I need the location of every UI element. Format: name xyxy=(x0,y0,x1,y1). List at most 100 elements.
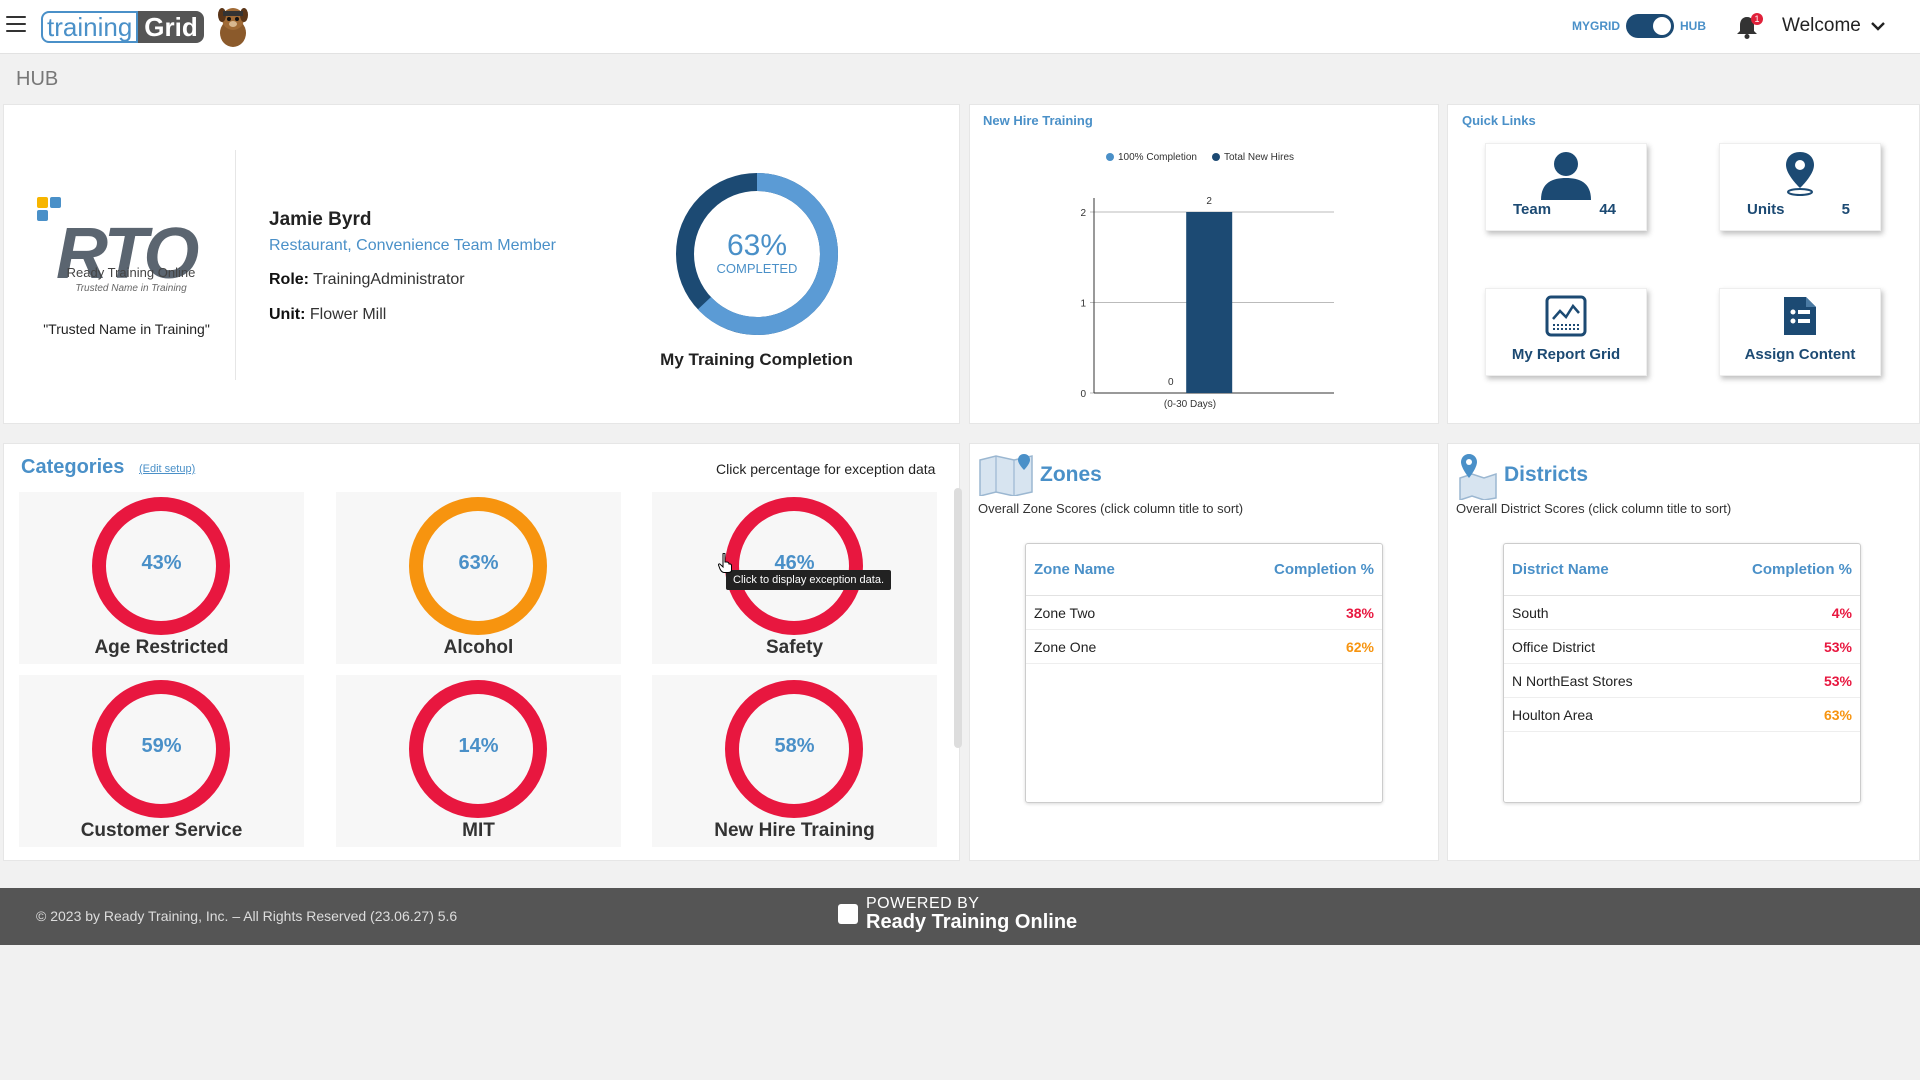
footer: © 2023 by Ready Training, Inc. – All Rig… xyxy=(0,888,1920,945)
quick-link-team[interactable]: Team 44 xyxy=(1485,143,1647,231)
zones-subtitle: Overall Zone Scores (click column title … xyxy=(978,501,1244,516)
table-row[interactable]: Houlton Area 63% xyxy=(1504,698,1860,732)
category-tile: 63% Alcohol xyxy=(336,492,621,664)
categories-hint: Click percentage for exception data xyxy=(716,461,936,477)
x-category-label: (0-30 Days) xyxy=(1164,399,1216,410)
profile-panel: RTO Ready Training Online Trusted Name i… xyxy=(3,104,960,424)
row-percent: 53% xyxy=(1823,672,1852,689)
y-tick-label: 0 xyxy=(1080,389,1086,400)
category-ring[interactable] xyxy=(724,496,864,636)
logo-text-grid: Grid xyxy=(138,11,204,43)
document-icon xyxy=(1784,297,1816,335)
row-name: South xyxy=(1512,604,1549,621)
table-row[interactable]: Office District 53% xyxy=(1504,630,1860,664)
role-value: TrainingAdministrator xyxy=(313,271,465,288)
y-tick-label: 1 xyxy=(1080,299,1086,310)
category-name: Alcohol xyxy=(443,637,514,658)
table-row[interactable]: South 4% xyxy=(1504,596,1860,630)
role-label: Role: xyxy=(269,271,309,288)
my-report-grid-label: My Report Grid xyxy=(1511,346,1621,363)
row-percent: 4% xyxy=(1831,604,1852,621)
category-percent[interactable]: 58% xyxy=(774,735,815,757)
y-tick-label: 2 xyxy=(1080,208,1086,219)
category-ring[interactable] xyxy=(724,679,864,819)
powered-by: POWERED BY Ready Training Online xyxy=(866,895,1077,934)
quick-link-my-report-grid[interactable]: My Report Grid xyxy=(1485,288,1647,376)
edit-setup-link[interactable]: (Edit setup) xyxy=(139,463,196,475)
category-tile: 59% Customer Service xyxy=(19,675,304,847)
table-row[interactable]: N NorthEast Stores 53% xyxy=(1504,664,1860,698)
footer-logo-icon xyxy=(838,904,858,924)
unit-value: Flower Mill xyxy=(309,306,387,323)
welcome-label: Welcome xyxy=(1782,15,1861,36)
row-name: Zone One xyxy=(1034,638,1097,655)
chevron-down-icon xyxy=(1870,22,1885,31)
user-unit: Unit: Flower Mill xyxy=(269,306,386,324)
category-ring[interactable] xyxy=(408,679,548,819)
category-percent[interactable]: 46% xyxy=(774,552,815,574)
user-position: Restaurant, Convenience Team Member xyxy=(269,237,556,254)
divider xyxy=(235,150,236,380)
districts-table-header: District Name Completion % xyxy=(1504,544,1860,596)
zones-table: Zone Name Completion % Zone Two 38% Zone O… xyxy=(1025,543,1383,803)
table-row[interactable]: Zone Two 38% xyxy=(1026,596,1382,630)
category-percent[interactable]: 43% xyxy=(141,552,182,574)
district-completion-column-header[interactable]: Completion % xyxy=(1752,561,1852,578)
row-percent: 53% xyxy=(1823,638,1852,655)
zones-panel: Zones Overall Zone Scores (click column … xyxy=(969,443,1439,861)
zones-table-header: Zone Name Completion % xyxy=(1026,544,1382,596)
hamburger-menu-icon[interactable] xyxy=(6,16,26,32)
org-logo-tagline: Trusted Name in Training xyxy=(75,283,187,294)
page-title: HUB xyxy=(16,68,59,90)
quick-link-units[interactable]: Units 5 xyxy=(1719,143,1881,231)
logo-square-yellow xyxy=(37,197,48,208)
category-ring[interactable] xyxy=(91,496,231,636)
copyright-text: © 2023 by Ready Training, Inc. – All Rig… xyxy=(36,908,458,924)
category-name: Safety xyxy=(765,637,824,658)
category-ring[interactable] xyxy=(408,496,548,636)
assign-content-label: Assign Content xyxy=(1744,346,1856,363)
quick-link-assign-content[interactable]: Assign Content xyxy=(1719,288,1881,376)
legend-marker xyxy=(1106,153,1114,161)
districts-table: District Name Completion % South 4% Office… xyxy=(1503,543,1861,803)
zone-name-column-header[interactable]: Zone Name xyxy=(1034,561,1115,578)
bar xyxy=(1186,212,1233,393)
category-name: New Hire Training xyxy=(714,820,875,841)
welcome-menu[interactable]: Welcome xyxy=(1782,15,1885,37)
row-name: N NorthEast Stores xyxy=(1512,672,1633,689)
table-row[interactable]: Zone One 62% xyxy=(1026,630,1382,664)
dog-mascot-icon xyxy=(218,8,248,47)
completion-arc xyxy=(676,173,838,335)
category-percent[interactable]: 14% xyxy=(458,735,499,757)
completion-percent: 63% xyxy=(726,229,788,262)
category-percent[interactable]: 59% xyxy=(141,735,182,757)
district-name-column-header[interactable]: District Name xyxy=(1512,561,1609,578)
location-pin-icon xyxy=(1786,152,1814,196)
category-percent[interactable]: 63% xyxy=(458,552,499,574)
traininggrid-logo[interactable]: training Grid xyxy=(41,9,204,45)
org-logo-name: Ready Training Online xyxy=(66,265,196,280)
logo-text-training: training xyxy=(41,11,139,43)
user-name: Jamie Byrd xyxy=(269,209,372,230)
person-icon xyxy=(1541,152,1591,200)
categories-scrollbar[interactable] xyxy=(954,488,962,748)
legend-marker xyxy=(1212,153,1220,161)
category-tile: 14% MIT xyxy=(336,675,621,847)
units-count: 5 xyxy=(1841,201,1850,218)
legend-label: Total New Hires xyxy=(1224,152,1294,163)
row-name: Houlton Area xyxy=(1512,706,1593,723)
mygrid-hub-toggle[interactable]: MYGRID HUB xyxy=(1572,14,1706,38)
district-pin-icon xyxy=(1459,454,1497,500)
row-percent: 63% xyxy=(1823,706,1852,723)
category-ring[interactable] xyxy=(91,679,231,819)
new-hire-bar-chart: 100% Completion Total New Hires 0 1 2 0 2 (0-30… xyxy=(1080,152,1334,410)
new-hire-training-panel: New Hire Training 100% Completion Total N… xyxy=(969,104,1439,424)
quick-links-panel: Quick Links Team 44 Units 5 My Report Gr… xyxy=(1447,104,1920,424)
zone-completion-column-header[interactable]: Completion % xyxy=(1274,561,1374,578)
row-percent: 62% xyxy=(1345,638,1374,655)
bar-data-label: 0 xyxy=(1168,377,1174,388)
units-label: Units xyxy=(1747,201,1785,218)
view-toggle-switch[interactable] xyxy=(1626,14,1674,38)
logo-square-blue-2 xyxy=(37,210,48,221)
category-tile: 43% Age Restricted xyxy=(19,492,304,664)
